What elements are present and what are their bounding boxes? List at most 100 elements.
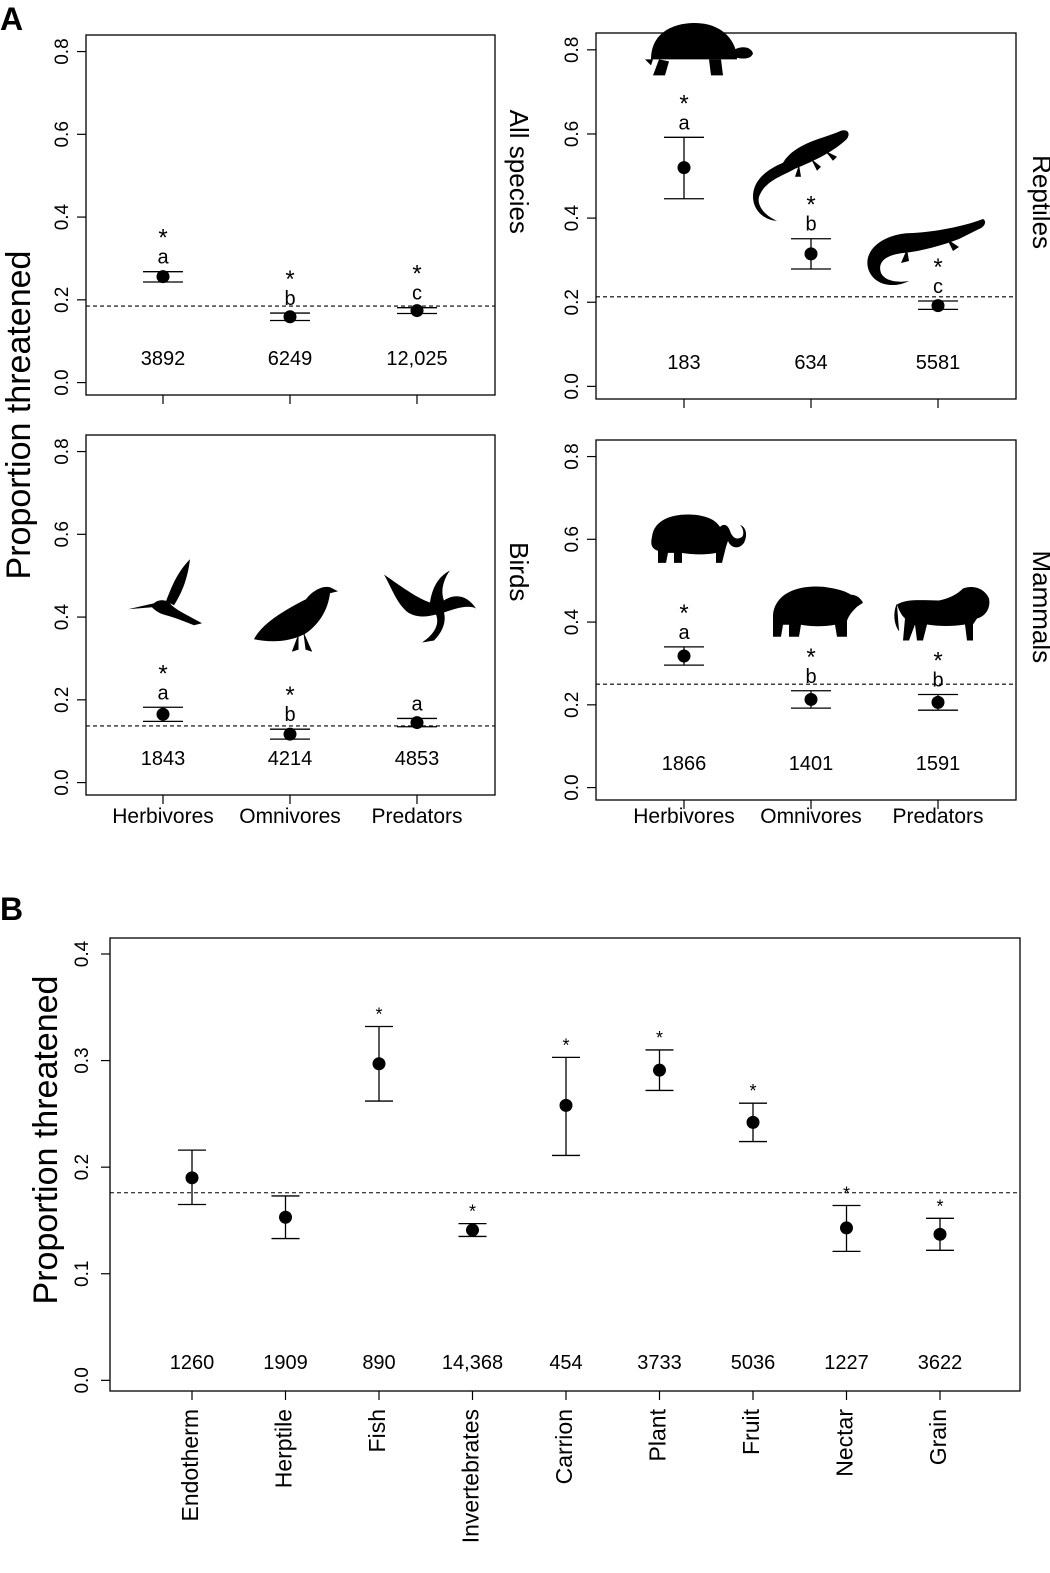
data-point <box>410 304 424 318</box>
significance-star: * <box>285 682 294 709</box>
sample-size-label: 1843 <box>141 748 186 770</box>
y-tick-label: 0.0 <box>562 373 583 399</box>
y-axis-label-b: Proportion threatened <box>27 976 65 1305</box>
y-tick-label: 0.3 <box>72 1047 93 1073</box>
data-point <box>840 1221 853 1235</box>
x-tick-label: Nectar <box>832 1409 858 1477</box>
sample-size-label: 4214 <box>268 748 313 770</box>
x-tick-label: Herbivores <box>112 805 214 828</box>
y-tick-label: 0.0 <box>562 774 583 800</box>
data-point <box>804 692 818 706</box>
data-point <box>283 310 297 324</box>
elephant-silhouette <box>651 514 747 563</box>
plot-frame <box>595 32 1017 400</box>
plot-frame <box>85 34 496 396</box>
plot-mammals: 0.00.20.40.60.8Herbivoresa*1866Omnivores… <box>562 439 1050 828</box>
significance-star: * <box>806 192 815 219</box>
sample-size-label: 1260 <box>170 1352 215 1374</box>
elephant-body <box>651 514 747 563</box>
lion-body <box>897 586 990 641</box>
iguana-silhouette <box>753 130 849 221</box>
significance-star: * <box>656 1028 663 1048</box>
crocodile-legs <box>901 238 959 263</box>
y-tick-label: 0.6 <box>52 121 73 147</box>
y-tick-label: 0.2 <box>562 289 583 315</box>
sample-size-label: 890 <box>362 1352 395 1374</box>
data-point <box>283 727 297 741</box>
facet-label: Reptiles <box>1027 155 1050 249</box>
y-tick-label: 0.8 <box>52 38 73 64</box>
hummingbird-silhouette <box>128 559 202 626</box>
facet-label: Mammals <box>1027 550 1050 663</box>
y-tick-label: 0.4 <box>562 204 583 231</box>
group-letter: b <box>805 666 816 688</box>
eagle-body <box>384 570 476 643</box>
data-point <box>156 707 170 721</box>
crow-silhouette <box>254 586 338 652</box>
significance-star: * <box>843 1184 850 1204</box>
significance-star: * <box>806 644 815 671</box>
data-point <box>185 1171 199 1185</box>
data-point <box>279 1210 292 1224</box>
sample-size-label: 183 <box>667 352 700 374</box>
data-point <box>559 1098 573 1112</box>
plot-frame <box>595 439 1017 801</box>
group-letter: c <box>933 276 943 298</box>
hummingbird-wing <box>166 559 190 606</box>
x-tick-label: Fruit <box>738 1408 764 1455</box>
panel-label-b: B <box>0 891 23 927</box>
sample-size-label: 3892 <box>141 348 186 370</box>
data-point <box>653 1063 666 1077</box>
lion-tail <box>894 604 900 631</box>
data-point <box>933 1227 947 1241</box>
group-letter: c <box>412 283 422 305</box>
data-point <box>156 270 170 284</box>
data-point <box>677 649 691 663</box>
significance-star: * <box>933 254 942 281</box>
significance-star: * <box>412 261 421 288</box>
sample-size-label: 1591 <box>916 753 961 775</box>
x-tick-label: Predators <box>892 805 983 828</box>
sample-size-label: 454 <box>549 1352 582 1374</box>
sample-size-label: 1866 <box>662 753 707 775</box>
plot-birds: 0.00.20.40.60.8Herbivoresa*1843Omnivores… <box>52 434 534 828</box>
data-point <box>931 695 945 709</box>
lion-silhouette <box>894 586 990 641</box>
x-tick-label: Herbivores <box>633 805 735 828</box>
sample-size-label: 3622 <box>918 1352 963 1374</box>
tortoise-legs <box>645 59 723 76</box>
y-tick-label: 0.2 <box>72 1154 93 1180</box>
significance-star: * <box>158 660 167 687</box>
sample-size-label: 14,368 <box>442 1352 503 1374</box>
significance-star: * <box>562 1035 569 1055</box>
group-letter: a <box>411 693 423 715</box>
sample-size-label: 634 <box>794 352 827 374</box>
significance-star: * <box>679 90 688 117</box>
data-point <box>466 1223 479 1237</box>
x-tick-label: Carrion <box>551 1409 577 1484</box>
y-tick-label: 0.6 <box>52 521 73 547</box>
data-point <box>410 716 424 730</box>
y-tick-label: 0.6 <box>562 121 583 147</box>
sample-size-label: 1401 <box>789 753 834 775</box>
sample-size-label: 3733 <box>637 1352 682 1374</box>
group-letter: a <box>157 682 169 704</box>
significance-star: * <box>679 600 688 627</box>
x-tick-label: Herptile <box>271 1409 297 1488</box>
facet-label: All species <box>504 110 534 234</box>
tortoise-silhouette <box>645 23 753 76</box>
significance-star: * <box>936 1196 943 1216</box>
y-tick-label: 0.8 <box>52 438 73 464</box>
tortoise-head <box>735 47 753 59</box>
x-tick-label: Omnivores <box>760 805 862 828</box>
y-tick-label: 0.4 <box>52 203 73 230</box>
significance-star: * <box>158 225 167 252</box>
y-tick-label: 0.2 <box>562 692 583 718</box>
y-tick-label: 0.2 <box>52 687 73 713</box>
x-tick-label: Fish <box>364 1409 390 1452</box>
data-point <box>931 299 945 313</box>
y-tick-label: 0.4 <box>72 940 93 967</box>
iguana-body <box>753 130 849 221</box>
